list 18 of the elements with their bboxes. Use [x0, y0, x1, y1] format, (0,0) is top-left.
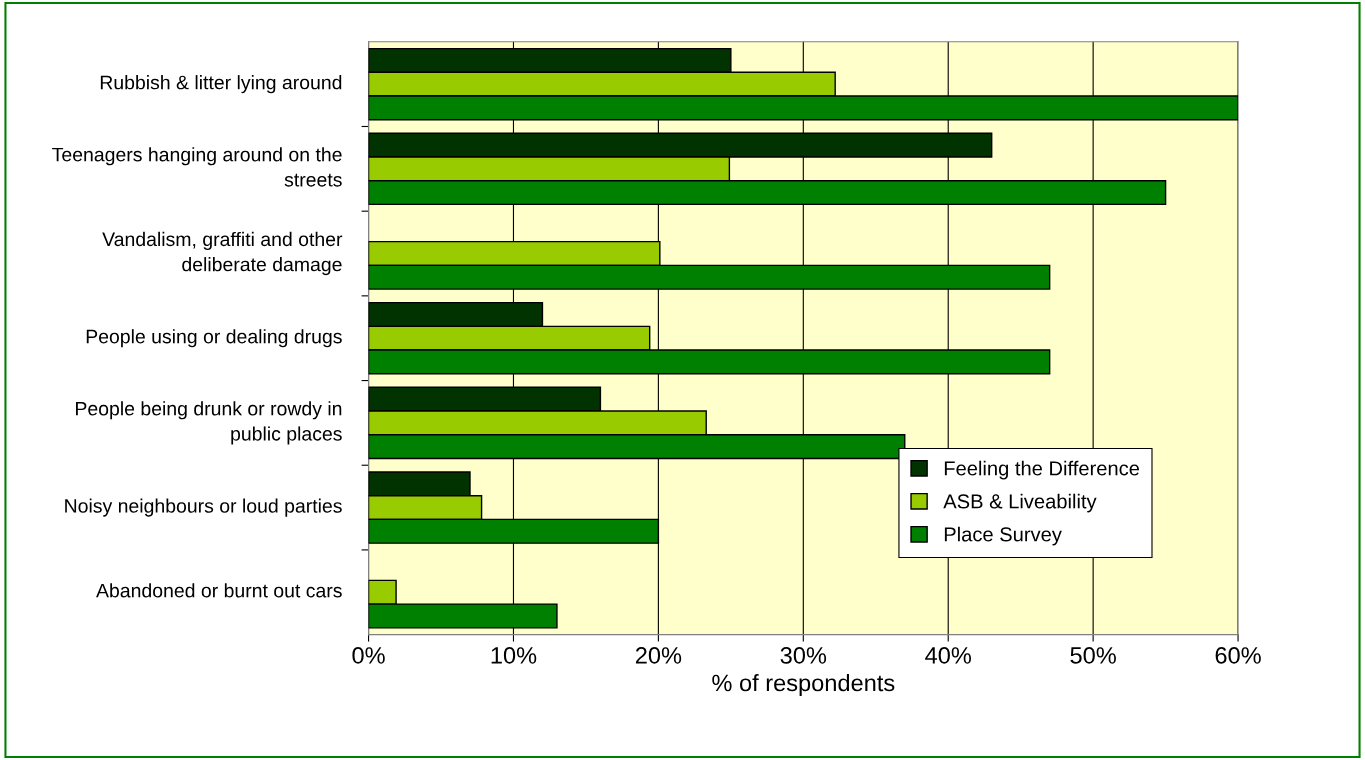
x-tick-label: 60%: [1215, 647, 1261, 664]
y-tick-label: Vandalism, graffiti and other deliberate damage: [102, 231, 343, 276]
x-tick-label: 0%: [352, 647, 385, 664]
y-tick-label: Noisy neighbours or loud parties: [65, 498, 342, 517]
y-tick-label: Rubbish & litter lying around: [100, 75, 342, 94]
legend-label: Feeling the Difference: [944, 460, 1140, 480]
y-tick-label: People using or dealing drugs: [86, 329, 342, 348]
x-tick-label: 20%: [635, 647, 682, 664]
legend-label: Place Survey: [944, 526, 1062, 546]
x-tick-label: 50%: [1070, 647, 1116, 664]
y-tick-label: Teenagers hanging around on the streets: [52, 147, 342, 187]
x-tick-label: 10%: [491, 647, 537, 664]
y-tick-label: Abandoned or burnt out cars: [96, 583, 342, 598]
y-tick-label: People being drunk or rowdy in public places: [76, 401, 342, 445]
x-tick-label: 30%: [780, 647, 827, 664]
x-tick-label: 40%: [925, 647, 972, 664]
x-axis-title: % of respondents: [712, 673, 895, 696]
legend-label: ASB & Liveability: [943, 493, 1097, 513]
